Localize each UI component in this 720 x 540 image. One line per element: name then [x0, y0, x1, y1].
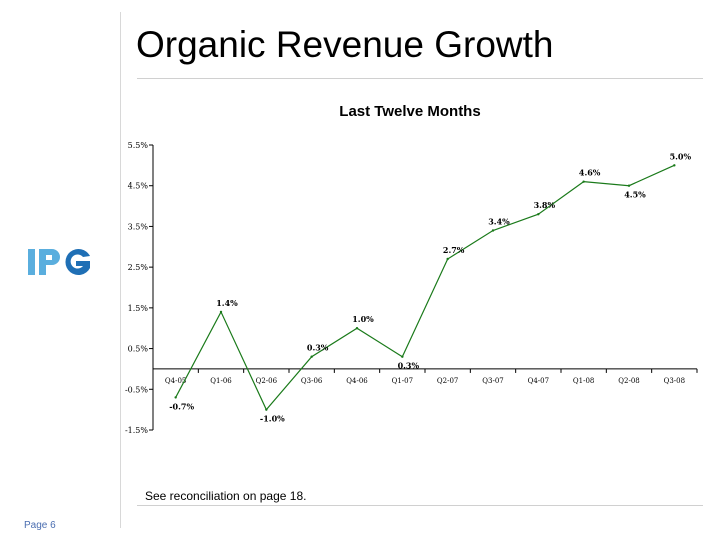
data-label: 2.7% — [443, 245, 465, 255]
y-tick-label: 4.5% — [128, 182, 149, 191]
data-point — [401, 355, 404, 358]
data-labels: -0.7% 1.4% -1.0% 0.3% 1.0% 0.3% 2.7% 3.4% 3.8% 4.… — [169, 151, 691, 423]
ipg-logo — [28, 244, 92, 283]
y-tick-label: 3.5% — [128, 222, 149, 231]
x-tick-label: Q3-08 — [664, 377, 685, 385]
data-label: -0.7% — [169, 401, 194, 411]
footnote: See reconciliation on page 18. — [145, 489, 307, 503]
x-tick-label: Q4-05 — [165, 377, 186, 385]
data-point — [673, 164, 676, 167]
data-point — [219, 310, 223, 314]
data-point — [174, 396, 177, 399]
data-point — [310, 355, 313, 358]
data-point — [537, 213, 540, 216]
data-label: 0.3% — [307, 343, 329, 353]
footer-rule — [137, 505, 703, 506]
data-point — [265, 408, 268, 411]
data-label: 0.3% — [398, 361, 420, 371]
x-tick-label: Q3-06 — [301, 377, 323, 385]
data-point — [355, 327, 359, 330]
logo-letter-p — [39, 249, 60, 275]
y-axis: -1.5% -0.5% 0.5% 1.5% 2.5% 3.5% 4.5% 5.5% — [125, 141, 154, 435]
x-axis: Q4-05 Q1-06 Q2-06 Q3-06 Q4-06 Q1-07 Q2-07 Q3-07… — [152, 368, 698, 385]
series-group — [174, 164, 676, 411]
y-tick-label: 1.5% — [128, 304, 149, 313]
data-label: 3.4% — [488, 217, 510, 227]
logo-letter-i — [28, 249, 35, 275]
data-point — [627, 184, 631, 187]
data-label: 1.0% — [352, 314, 374, 324]
y-tick-label: -1.5% — [125, 426, 148, 435]
y-tick-label: 2.5% — [128, 263, 149, 272]
data-label: -1.0% — [260, 414, 285, 424]
x-tick-label: Q4-06 — [346, 377, 368, 385]
x-tick-label: Q2-08 — [618, 377, 639, 385]
x-tick-label: Q4-07 — [528, 377, 549, 385]
data-point — [446, 257, 449, 261]
x-tick-label: Q1-07 — [392, 377, 413, 385]
data-label: 5.0% — [670, 151, 692, 161]
chart-title: Last Twelve Months — [339, 103, 480, 120]
data-point — [582, 180, 585, 183]
data-label: 4.5% — [624, 190, 646, 200]
y-tick-label: -0.5% — [125, 385, 148, 394]
logo-letter-g — [65, 249, 90, 275]
x-tick-label: Q1-08 — [573, 377, 594, 385]
data-point — [491, 229, 495, 232]
series-line — [175, 164, 675, 411]
x-tick-label: Q2-07 — [437, 377, 458, 385]
x-tick-label: Q3-07 — [482, 377, 503, 385]
page-number: Page 6 — [24, 520, 56, 531]
slide-title: Organic Revenue Growth — [136, 24, 554, 65]
data-label: 3.8% — [534, 200, 556, 210]
y-tick-label: 0.5% — [128, 345, 149, 354]
x-tick-label: Q1-06 — [210, 377, 232, 385]
x-tick-label: Q2-06 — [256, 377, 278, 385]
data-label: 4.6% — [579, 168, 601, 178]
y-tick-label: 5.5% — [128, 141, 149, 150]
left-divider-line — [120, 12, 121, 528]
data-label: 1.4% — [216, 298, 238, 308]
title-rule — [137, 78, 703, 79]
